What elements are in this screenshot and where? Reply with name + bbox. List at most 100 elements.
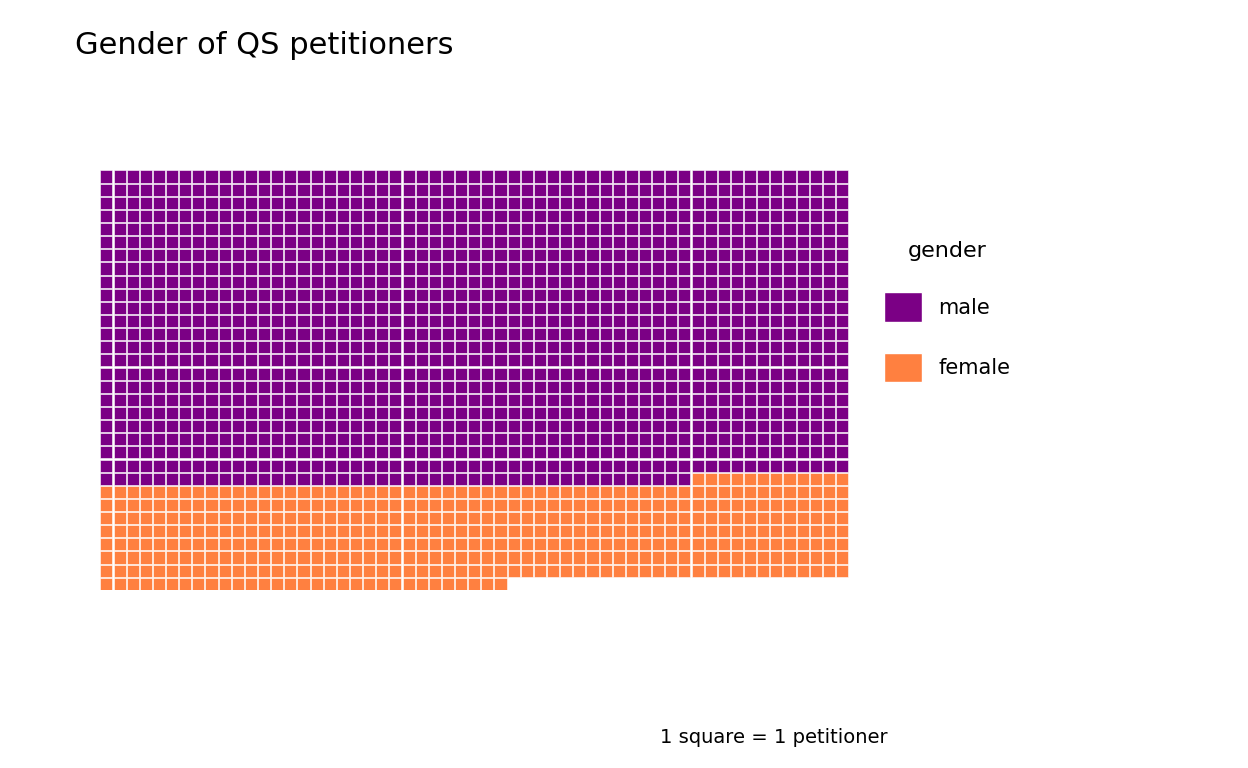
Bar bbox=[218, 564, 231, 577]
Bar bbox=[245, 472, 257, 485]
Bar bbox=[534, 459, 545, 472]
Bar bbox=[311, 368, 323, 379]
Bar bbox=[625, 368, 638, 379]
Bar bbox=[192, 250, 205, 261]
Bar bbox=[403, 486, 414, 498]
Bar bbox=[192, 289, 205, 301]
Bar bbox=[705, 184, 716, 196]
Bar bbox=[560, 459, 573, 472]
Bar bbox=[573, 184, 585, 196]
Bar bbox=[744, 197, 756, 209]
Bar bbox=[154, 525, 165, 538]
Bar bbox=[613, 472, 625, 485]
Bar bbox=[442, 433, 454, 445]
Bar bbox=[349, 564, 362, 577]
Bar bbox=[599, 512, 612, 524]
Bar bbox=[140, 394, 152, 406]
Bar bbox=[258, 328, 270, 340]
Bar bbox=[376, 184, 388, 196]
Bar bbox=[731, 459, 743, 472]
Bar bbox=[154, 578, 165, 590]
Bar bbox=[758, 499, 769, 511]
Bar bbox=[810, 263, 822, 274]
Bar bbox=[258, 237, 270, 248]
Bar bbox=[337, 486, 349, 498]
Bar bbox=[126, 289, 139, 301]
Bar bbox=[245, 486, 257, 498]
Bar bbox=[639, 459, 651, 472]
Bar bbox=[180, 564, 191, 577]
Bar bbox=[547, 210, 559, 222]
Bar bbox=[376, 499, 388, 511]
Bar bbox=[403, 578, 414, 590]
Bar bbox=[705, 210, 716, 222]
Bar bbox=[337, 525, 349, 538]
Bar bbox=[323, 381, 336, 392]
Bar bbox=[744, 289, 756, 301]
Bar bbox=[442, 184, 454, 196]
Bar bbox=[363, 237, 376, 248]
Bar bbox=[166, 170, 178, 183]
Bar bbox=[679, 354, 690, 366]
Bar bbox=[625, 407, 638, 419]
Bar bbox=[206, 315, 217, 327]
Bar bbox=[810, 512, 822, 524]
Bar bbox=[100, 486, 112, 498]
Bar bbox=[625, 525, 638, 538]
Bar bbox=[114, 341, 126, 353]
Bar bbox=[456, 250, 467, 261]
Bar bbox=[166, 512, 178, 524]
Bar bbox=[613, 315, 625, 327]
Bar bbox=[665, 276, 678, 288]
Bar bbox=[468, 276, 480, 288]
Bar bbox=[613, 276, 625, 288]
Bar bbox=[126, 263, 139, 274]
Bar bbox=[573, 512, 585, 524]
Bar bbox=[679, 250, 690, 261]
Bar bbox=[731, 354, 743, 366]
Bar bbox=[810, 170, 822, 183]
Bar bbox=[534, 250, 545, 261]
Bar bbox=[653, 315, 664, 327]
Bar bbox=[389, 170, 402, 183]
Bar bbox=[285, 250, 296, 261]
Bar bbox=[639, 250, 651, 261]
Bar bbox=[323, 499, 336, 511]
Bar bbox=[140, 315, 152, 327]
Bar bbox=[100, 368, 112, 379]
Bar bbox=[258, 578, 270, 590]
Bar bbox=[520, 354, 533, 366]
Bar bbox=[206, 289, 217, 301]
Bar bbox=[337, 420, 349, 432]
Bar bbox=[297, 499, 310, 511]
Bar bbox=[613, 223, 625, 235]
Bar bbox=[180, 328, 191, 340]
Bar bbox=[639, 276, 651, 288]
Bar bbox=[297, 394, 310, 406]
Bar bbox=[508, 499, 519, 511]
Bar bbox=[403, 499, 414, 511]
Bar bbox=[587, 472, 599, 485]
Bar bbox=[349, 223, 362, 235]
Bar bbox=[376, 302, 388, 314]
Bar bbox=[114, 472, 126, 485]
Bar bbox=[639, 407, 651, 419]
Bar bbox=[822, 263, 835, 274]
Bar bbox=[416, 184, 428, 196]
Bar bbox=[180, 250, 191, 261]
Bar bbox=[520, 328, 533, 340]
Bar bbox=[731, 237, 743, 248]
Bar bbox=[192, 276, 205, 288]
Bar bbox=[599, 302, 612, 314]
Bar bbox=[520, 237, 533, 248]
Bar bbox=[784, 381, 795, 392]
Bar bbox=[349, 341, 362, 353]
Bar bbox=[271, 170, 283, 183]
Bar bbox=[403, 381, 414, 392]
Bar bbox=[731, 525, 743, 538]
Bar bbox=[718, 499, 730, 511]
Bar bbox=[349, 433, 362, 445]
Bar bbox=[653, 525, 664, 538]
Bar bbox=[429, 368, 441, 379]
Bar bbox=[718, 407, 730, 419]
